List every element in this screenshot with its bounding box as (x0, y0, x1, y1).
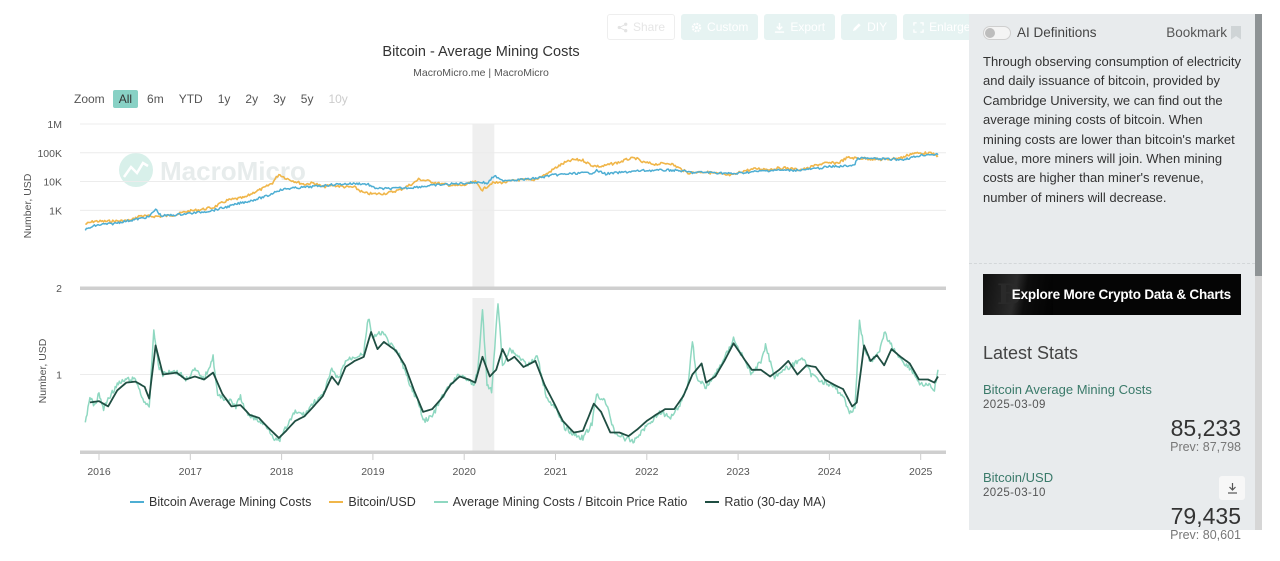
zoom-10y-button[interactable]: 10y (328, 92, 348, 106)
legend-item-mining-costs[interactable]: Bitcoin Average Mining Costs (130, 495, 311, 509)
x-tick-label: 2016 (87, 466, 111, 478)
custom-label: Custom (707, 20, 749, 34)
zoom-label: Zoom (74, 92, 105, 106)
stat-item: Bitcoin Average Mining Costs 2025-03-09 … (969, 382, 1255, 454)
ai-definitions-label: AI Definitions (1017, 25, 1097, 40)
watermark: MacroMicro (119, 153, 306, 187)
stat-value: 79,435 (1170, 503, 1241, 529)
legend-swatch (705, 501, 720, 503)
diy-label: DIY (867, 20, 888, 34)
legend-label: Bitcoin Average Mining Costs (149, 495, 312, 509)
zoom-range-selector: Zoom All 6m YTD 1y 2y 3y 5y 10y (72, 90, 357, 108)
share-button[interactable]: Share (607, 14, 676, 40)
ai-definitions-toggle[interactable] (983, 25, 1011, 40)
info-sidebar: AI Definitions Bookmark Through observin… (969, 14, 1255, 542)
legend-label: Average Mining Costs / Bitcoin Price Rat… (452, 495, 688, 509)
banner-glow (983, 274, 1053, 315)
shaded-band-top (472, 124, 495, 288)
panel-bottom-border (80, 450, 946, 454)
zoom-all-button[interactable]: All (112, 90, 139, 108)
legend-label: Ratio (30-day MA) (724, 495, 826, 509)
stat-date: 2025-03-10 (983, 487, 1046, 499)
zoom-6m-button[interactable]: 6m (147, 92, 164, 106)
share-icon (617, 22, 628, 32)
chart-canvas: MacroMicro 1M 100K 10K 1K 2 1 2016 2017 2018 2019… (22, 119, 946, 478)
export-label: Export (790, 20, 826, 34)
y-axis-label-top: Number, USD (22, 173, 34, 238)
y-tick-label: 1K (49, 205, 62, 217)
stat-name[interactable]: Bitcoin Average Mining Costs (983, 382, 1152, 397)
stat-prev: Prev: 87,798 (1170, 440, 1241, 454)
chart-title: Bitcoin - Average Mining Costs (382, 44, 580, 60)
download-icon (775, 22, 785, 33)
export-button[interactable]: Export (764, 14, 836, 40)
download-icon (1227, 483, 1237, 494)
legend-item-ratio[interactable]: Average Mining Costs / Bitcoin Price Rat… (433, 495, 688, 509)
chart-description: Through observing consumption of electri… (969, 42, 1255, 264)
series-lines (84, 151, 939, 444)
zoom-ytd-button[interactable]: YTD (178, 92, 203, 106)
legend-swatch (130, 501, 144, 503)
stat-name[interactable]: Bitcoin/USD (983, 470, 1054, 485)
zoom-1y-button[interactable]: 1y (217, 92, 231, 106)
gridlines (80, 123, 946, 376)
latest-stats-title: Latest Stats (983, 343, 1079, 363)
legend-label: Bitcoin/USD (348, 495, 416, 509)
chart-toolbar: Share Custom Export DIY Enlarge (607, 14, 981, 40)
stat-item: Bitcoin/USD 2025-03-10 79,435 Prev: 80,6… (969, 470, 1255, 542)
watermark-logo-icon (119, 153, 153, 187)
chart-legend: Bitcoin Average Mining Costs Bitcoin/USD… (130, 495, 826, 509)
ai-definitions-toggle-group: AI Definitions (983, 25, 1097, 40)
panel-bottom-border (80, 286, 946, 290)
x-tick-label: 2023 (726, 466, 750, 478)
expand-icon (913, 21, 924, 33)
gear-icon (691, 22, 702, 32)
sidebar-scrollbar-thumb[interactable] (1255, 14, 1262, 276)
legend-item-btc-usd[interactable]: Bitcoin/USD (329, 495, 416, 509)
series-ratio (84, 303, 939, 444)
legend-swatch (433, 501, 448, 503)
explore-crypto-banner[interactable]: B Explore More Crypto Data & Charts (983, 274, 1241, 315)
axes: 1M 100K 10K 1K 2 1 2016 2017 2018 2019 2020 2021 202… (37, 119, 946, 478)
diy-button[interactable]: DIY (841, 14, 898, 40)
x-tick-label: 2025 (909, 466, 933, 478)
share-label: Share (633, 20, 666, 34)
stat-date: 2025-03-09 (983, 399, 1046, 411)
banner-text: Explore More Crypto Data & Charts (1011, 287, 1231, 302)
y-tick-label: 1 (56, 370, 62, 382)
x-tick-label: 2018 (270, 466, 294, 478)
x-tick-label: 2020 (453, 466, 477, 478)
legend-swatch (329, 501, 344, 503)
bookmark-label: Bookmark (1166, 25, 1227, 40)
bitcoin-logo-icon: B (997, 278, 1021, 311)
sidebar-header: AI Definitions Bookmark (969, 14, 1255, 42)
zoom-5y-button[interactable]: 5y (300, 92, 314, 106)
legend-item-ratio-ma[interactable]: Ratio (30-day MA) (705, 495, 826, 509)
stat-prev: Prev: 80,601 (1170, 528, 1241, 542)
y-tick-label: 100K (37, 148, 62, 160)
bookmark-button[interactable]: Bookmark (1166, 25, 1241, 40)
chart-subtitle: MacroMicro.me | MacroMicro (413, 67, 549, 79)
y-tick-label: 2 (56, 283, 62, 295)
zoom-2y-button[interactable]: 2y (245, 92, 259, 106)
pencil-icon (852, 22, 861, 31)
y-axis-label-bottom: Number, USD (37, 338, 49, 403)
series-mining-costs (84, 152, 939, 231)
x-tick-label: 2024 (818, 466, 842, 478)
x-tick-label: 2017 (179, 466, 203, 478)
zoom-3y-button[interactable]: 3y (273, 92, 286, 106)
watermark-text: MacroMicro (160, 156, 306, 186)
series-ratio-ma (89, 331, 939, 439)
x-tick-label: 2021 (544, 466, 568, 478)
enlarge-label: Enlarge (929, 20, 971, 34)
y-tick-label: 1M (47, 119, 62, 131)
x-tick-label: 2019 (361, 466, 385, 478)
bookmark-icon (1231, 25, 1241, 40)
download-button[interactable] (1219, 476, 1245, 500)
custom-button[interactable]: Custom (681, 14, 759, 40)
x-tick-label: 2022 (635, 466, 659, 478)
enlarge-button[interactable]: Enlarge (903, 14, 981, 40)
y-tick-label: 10K (43, 177, 62, 189)
stat-value: 85,233 (1170, 415, 1241, 441)
